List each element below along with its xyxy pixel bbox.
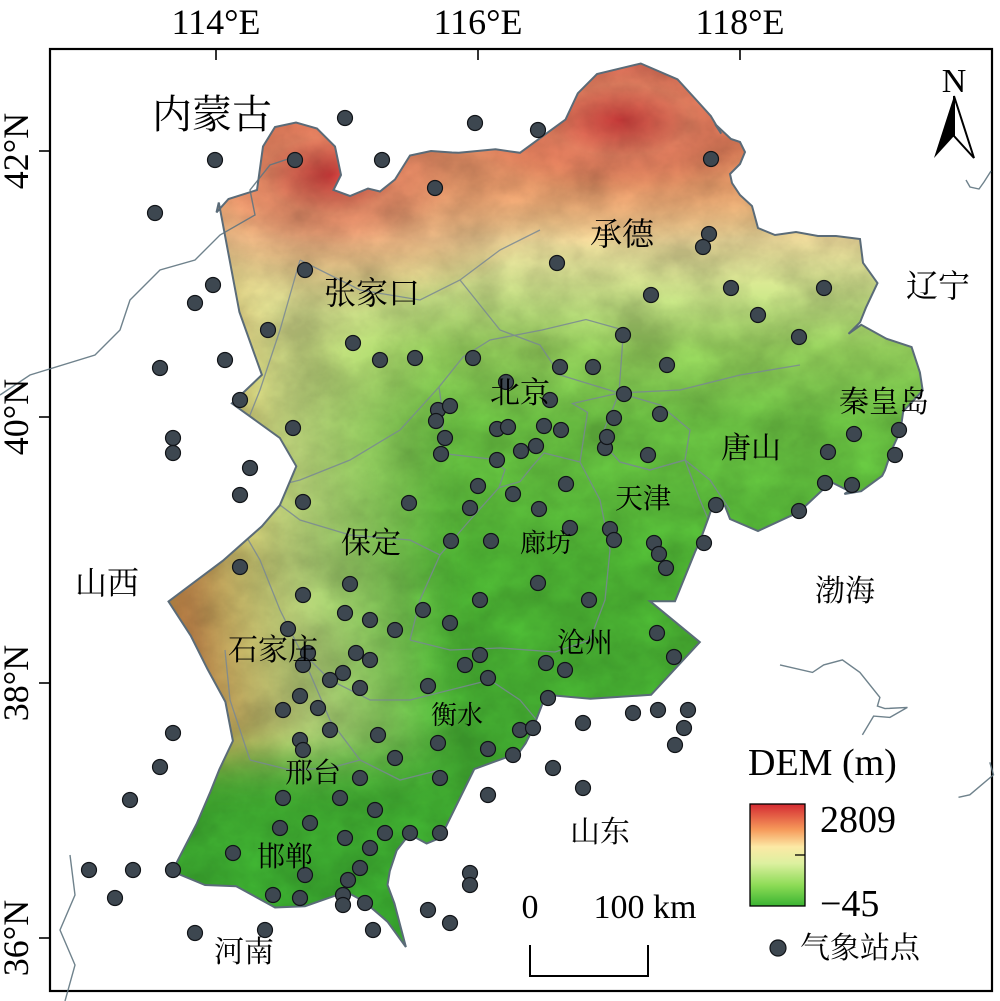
svg-text:100 km: 100 km xyxy=(594,889,697,926)
svg-text:北京: 北京 xyxy=(490,368,550,412)
svg-text:114°E: 114°E xyxy=(171,2,260,42)
svg-text:保定: 保定 xyxy=(341,518,401,562)
svg-text:张家口: 张家口 xyxy=(324,268,420,314)
svg-text:承德: 承德 xyxy=(590,209,655,255)
svg-text:河南: 河南 xyxy=(214,927,274,971)
svg-text:N: N xyxy=(942,63,967,100)
svg-text:石家庄: 石家庄 xyxy=(228,625,318,669)
svg-text:38°N: 38°N xyxy=(0,645,36,721)
svg-text:40°N: 40°N xyxy=(0,379,36,455)
svg-text:天津: 天津 xyxy=(615,477,671,517)
svg-text:辽宁: 辽宁 xyxy=(906,261,970,307)
svg-text:沧州: 沧州 xyxy=(557,621,613,661)
svg-text:0: 0 xyxy=(522,889,539,926)
svg-text:气象站点: 气象站点 xyxy=(800,923,921,967)
svg-text:秦皇岛: 秦皇岛 xyxy=(839,377,929,421)
svg-text:渤海: 渤海 xyxy=(815,566,875,610)
svg-text:邢台: 邢台 xyxy=(285,751,341,791)
svg-text:山东: 山东 xyxy=(570,807,630,851)
svg-text:山西: 山西 xyxy=(75,558,139,604)
svg-text:衡水: 衡水 xyxy=(431,695,483,732)
svg-text:−45: −45 xyxy=(820,883,879,925)
svg-text:116°E: 116°E xyxy=(433,2,522,42)
svg-text:42°N: 42°N xyxy=(0,113,36,189)
svg-text:廊坊: 廊坊 xyxy=(520,523,572,560)
svg-text:邯郸: 邯郸 xyxy=(257,835,313,875)
svg-text:内蒙古: 内蒙古 xyxy=(152,83,272,140)
svg-text:36°N: 36°N xyxy=(0,900,36,976)
svg-text:118°E: 118°E xyxy=(695,2,784,42)
svg-text:2809: 2809 xyxy=(820,799,896,841)
svg-text:唐山: 唐山 xyxy=(721,423,781,467)
svg-text:DEM (m): DEM (m) xyxy=(748,742,897,784)
